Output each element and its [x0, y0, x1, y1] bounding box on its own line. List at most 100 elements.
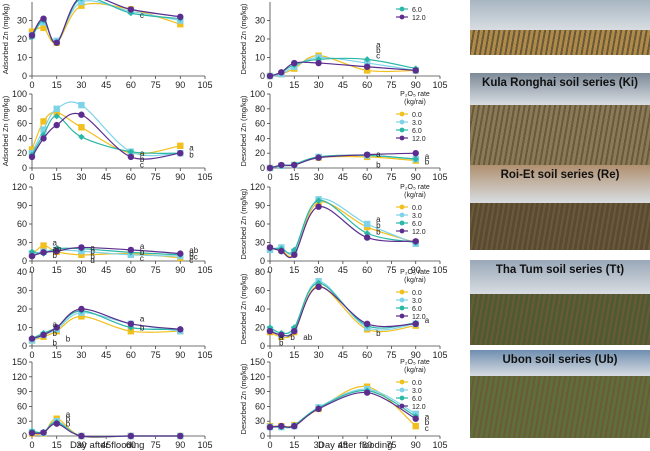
data-point	[40, 331, 47, 339]
y-tick-label: 90	[255, 387, 265, 397]
data-point	[278, 422, 285, 430]
data-point	[315, 405, 322, 413]
legend-entry: 6.0	[412, 128, 422, 135]
legend-entry: 6.0	[412, 221, 422, 228]
data-point	[315, 154, 322, 161]
y-tick-label: 80	[255, 104, 265, 114]
y-tick-label: 40	[17, 133, 27, 143]
significance-letter: b	[53, 338, 58, 347]
legend-title: P₂O₅ rate	[400, 184, 430, 191]
data-point	[177, 142, 184, 149]
data-point	[78, 251, 85, 259]
x-tick-label: 105	[432, 350, 447, 360]
x-tick-label: 75	[386, 172, 396, 182]
significance-letter: a	[140, 242, 145, 251]
data-point	[40, 126, 47, 133]
y-tick-label: 30	[255, 238, 265, 248]
y-axis-label: Adsorbed Zn (mg/kg)	[1, 3, 10, 74]
x-tick-label: 75	[386, 80, 396, 90]
x-tick-label: 90	[411, 80, 421, 90]
series-line	[31, 115, 181, 155]
x-tick-label: 60	[362, 440, 372, 450]
x-tick-label: 0	[29, 80, 34, 90]
data-point	[177, 150, 184, 157]
y-tick-label: 60	[17, 119, 27, 129]
data-point	[28, 252, 36, 260]
data-point	[412, 415, 419, 422]
x-tick-label: 30	[76, 440, 86, 450]
data-point	[28, 146, 36, 153]
data-point	[315, 283, 322, 290]
y-tick-label: 0	[22, 431, 27, 441]
data-point	[177, 13, 184, 20]
data-point	[412, 320, 419, 327]
y-tick-label: 60	[255, 219, 265, 229]
legend-swatch-marker	[399, 14, 405, 20]
photo-sky	[470, 260, 650, 294]
y-tick-label: 100	[12, 89, 27, 99]
significance-letter: b	[140, 324, 145, 333]
data-point	[78, 2, 85, 9]
legend-title: P₂O₅ rate	[400, 269, 430, 276]
legend-entry: 12.0	[412, 314, 426, 321]
data-point	[412, 422, 419, 430]
significance-letter: b	[279, 338, 284, 347]
legend-entry: 3.0	[412, 120, 422, 127]
data-point	[127, 148, 135, 155]
data-point	[78, 0, 85, 6]
y-tick-label: 120	[250, 372, 265, 382]
soil-series-label: Roi-Et soil series (Re)	[500, 169, 620, 181]
data-point	[53, 420, 60, 427]
x-tick-label: 60	[126, 440, 136, 450]
data-point	[363, 151, 371, 158]
data-point	[412, 67, 419, 74]
y-axis-label: Desorbed Zn (mg/kg)	[239, 95, 248, 166]
x-tick-label: 15	[52, 440, 62, 450]
data-point	[278, 247, 285, 255]
y-tick-label: 30	[255, 16, 265, 26]
y-tick-label: 100	[250, 89, 265, 99]
y-tick-label: 30	[17, 16, 27, 26]
data-point	[315, 197, 322, 204]
significance-letter: a	[425, 316, 430, 325]
legend-swatch-marker	[399, 289, 405, 295]
x-tick-label: 60	[126, 265, 136, 275]
data-point	[363, 63, 371, 70]
data-point	[53, 109, 60, 116]
series-line	[31, 0, 181, 44]
photo-sky	[470, 350, 650, 377]
y-tick-label: 80	[17, 104, 27, 114]
y-tick-label: 0	[260, 163, 265, 173]
data-point	[28, 248, 36, 255]
x-tick-label: 45	[338, 265, 348, 275]
data-point	[28, 153, 36, 161]
data-point	[127, 328, 135, 335]
data-point	[28, 429, 36, 437]
x-tick-label: 60	[362, 350, 372, 360]
data-point	[363, 59, 371, 67]
x-tick-label: 0	[29, 172, 34, 182]
x-tick-label: 15	[289, 350, 299, 360]
x-axis-caption-left: Day after flooding	[70, 440, 145, 451]
y-axis-label: Desorbed Zn (mg/kg)	[239, 3, 248, 74]
legend-entry: 0.0	[412, 112, 422, 119]
data-point	[412, 155, 419, 163]
x-tick-label: 45	[338, 440, 348, 450]
significance-letter: b	[53, 329, 58, 338]
x-tick-label: 90	[175, 172, 185, 182]
photo-sky	[470, 73, 650, 106]
x-tick-label: 15	[289, 265, 299, 275]
x-tick-label: 105	[197, 350, 212, 360]
x-tick-label: 15	[289, 440, 299, 450]
x-tick-label: 0	[29, 440, 34, 450]
data-point	[127, 246, 135, 254]
x-tick-label: 75	[386, 350, 396, 360]
data-point	[127, 432, 135, 440]
legend-title: P₂O₅ rate	[400, 91, 430, 98]
series-line	[31, 0, 181, 44]
y-tick-label: 20	[17, 148, 27, 158]
data-point	[78, 124, 85, 131]
data-point	[291, 251, 298, 259]
significance-letter: ab	[303, 333, 312, 342]
x-tick-label: 105	[432, 265, 447, 275]
